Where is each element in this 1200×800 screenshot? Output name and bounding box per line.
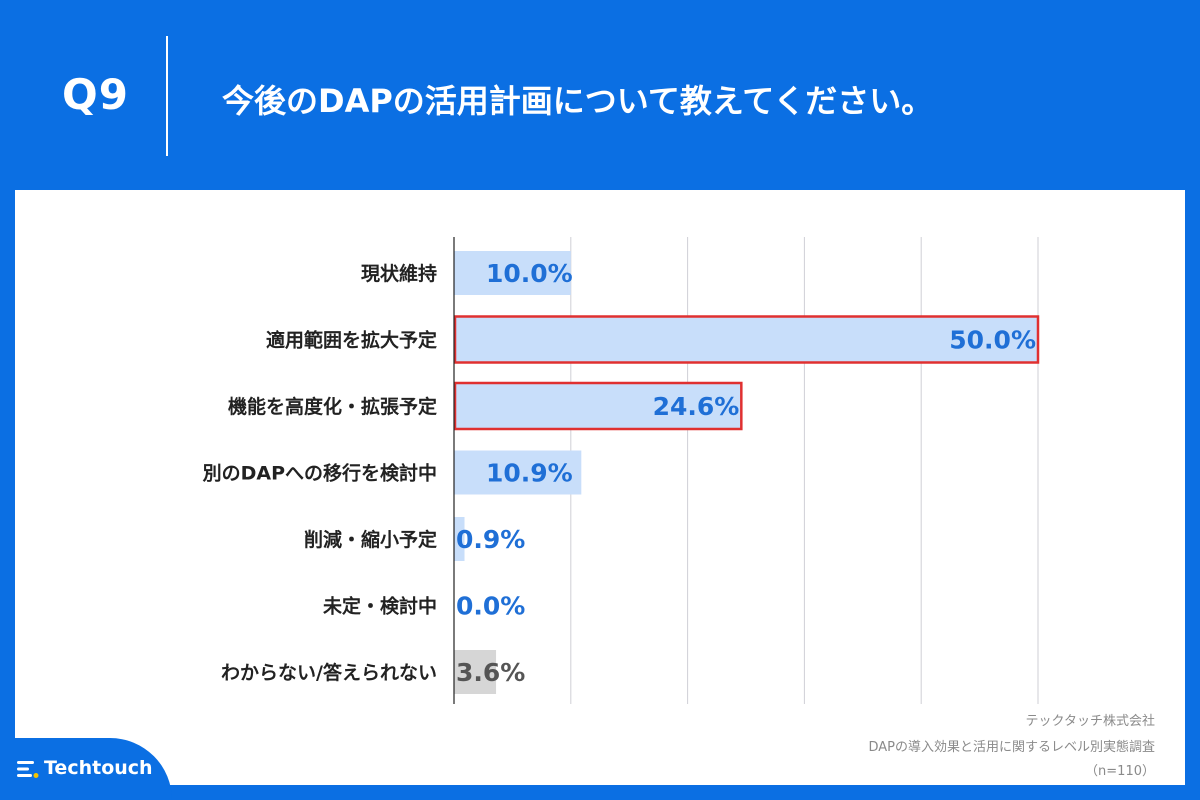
category-label: わからない/答えられない xyxy=(221,661,437,684)
highlight-frame xyxy=(453,381,743,431)
highlight-frame xyxy=(453,315,1040,364)
category-label: 別のDAPへの移行を検討中 xyxy=(203,462,437,485)
header: Q9 今後のDAPの活用計画について教えてください。 xyxy=(0,0,1200,190)
question-number: Q9 xyxy=(62,70,129,119)
bar xyxy=(454,650,497,694)
source-survey: DAPの導入効果と活用に関するレベル別実態調査 xyxy=(868,740,1155,755)
source-company: テックタッチ株式会社 xyxy=(1025,714,1155,729)
category-label: 機能を高度化・拡張予定 xyxy=(228,395,437,418)
techtouch-logo-icon xyxy=(17,761,39,778)
data-label: 10.9% xyxy=(486,459,573,488)
bar-chart: 現状維持 10.0% 適用範囲を拡大予定 50.0% 機能を高度化・拡張予定 24.6% 別… xyxy=(203,237,1040,704)
question-title: 今後のDAPの活用計画について教えてください。 xyxy=(222,82,934,120)
bar xyxy=(454,517,465,561)
source-sample-size: （n=110） xyxy=(1085,764,1155,779)
category-label: 現状維持 xyxy=(361,262,437,285)
data-label: 0.0% xyxy=(456,592,525,621)
data-label: 24.6% xyxy=(653,392,740,421)
chart-panel: 現状維持 10.0% 適用範囲を拡大予定 50.0% 機能を高度化・拡張予定 24.6% 別… xyxy=(15,190,1185,785)
header-divider xyxy=(166,36,168,156)
data-label: 0.9% xyxy=(456,525,525,554)
category-label: 適用範囲を拡大予定 xyxy=(266,329,437,352)
category-label: 削減・縮小予定 xyxy=(304,528,437,551)
category-label: 未定・検討中 xyxy=(322,595,437,618)
data-label: 3.6% xyxy=(456,658,525,687)
brand-name: Techtouch xyxy=(44,757,153,779)
bar xyxy=(454,450,582,495)
data-label: 10.0% xyxy=(486,259,573,288)
bar xyxy=(454,251,571,295)
bar xyxy=(454,384,742,428)
brand-tab: Techtouch xyxy=(0,738,172,800)
data-label: 50.0% xyxy=(949,326,1036,355)
bar xyxy=(454,317,1038,362)
